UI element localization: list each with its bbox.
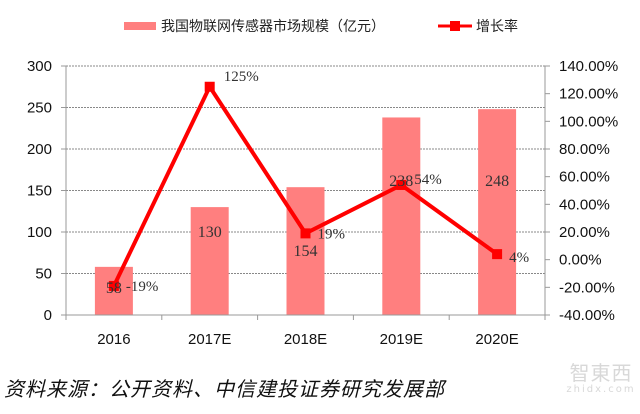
- legend-line-label: 增长率: [476, 18, 518, 35]
- x-axis-tick-label: 2019E: [380, 331, 423, 348]
- x-axis-tick-label: 2018E: [284, 331, 327, 348]
- right-axis-tick-label: 100.00%: [559, 113, 618, 130]
- bar-series: [94, 109, 517, 316]
- x-axis-tick-label: 2020E: [475, 331, 518, 348]
- growth-rate-label: 125%: [224, 69, 259, 85]
- watermark-en: zhidx.com: [566, 384, 636, 395]
- right-axis-tick-label: -40.00%: [559, 307, 615, 324]
- x-axis-tick-label: 2017E: [188, 331, 231, 348]
- growth-rate-marker: [396, 179, 407, 190]
- axes: 0 50 100 150 200 250 300 -40.00% -20.00% 0.00% 20.…: [27, 58, 618, 348]
- right-axis-tick-label: 0.00%: [559, 252, 602, 269]
- bar-value-label: 154: [294, 243, 318, 260]
- legend-line-marker-icon: [450, 21, 460, 31]
- growth-rate-marker: [300, 228, 311, 239]
- growth-rate-label: 19%: [318, 226, 346, 242]
- bar-value-label: 248: [485, 173, 509, 190]
- growth-rate-marker: [204, 81, 215, 92]
- data-labels: 58 130 154 238 248 -19% 125% 19% 54% 4%: [106, 69, 529, 297]
- right-axis-tick-label: 60.00%: [559, 169, 610, 186]
- bar: [478, 109, 517, 315]
- legend-bar-label: 我国物联网传感器市场规模（亿元）: [161, 18, 385, 35]
- bar-value-label: 58: [106, 280, 122, 297]
- bar-value-label: 238: [389, 173, 413, 190]
- right-axis-tick-label: 140.00%: [559, 58, 618, 75]
- growth-rate-label: 4%: [509, 250, 529, 266]
- growth-rate-label: -19%: [126, 279, 158, 295]
- left-axis-tick-label: 50: [35, 266, 52, 283]
- growth-rate-label: 54%: [414, 172, 442, 188]
- left-axis-tick-label: 100: [27, 224, 52, 241]
- source-note: 资料来源：公开资料、中信建投证券研究发展部: [4, 377, 445, 401]
- left-axis-tick-label: 300: [27, 58, 52, 75]
- legend-bar-swatch: [124, 22, 156, 30]
- watermark-logo: 智東西 zhidx.com: [562, 362, 640, 395]
- right-axis-tick-label: 20.00%: [559, 224, 610, 241]
- x-axis-tick-label: 2016: [97, 331, 130, 348]
- growth-rate-marker: [108, 280, 119, 291]
- left-axis-tick-label: 150: [27, 183, 52, 200]
- right-axis-tick-label: 40.00%: [559, 196, 610, 213]
- growth-rate-series: [108, 81, 503, 291]
- left-axis-tick-label: 250: [27, 100, 52, 117]
- left-axis-tick-label: 0: [44, 307, 52, 324]
- watermark-cn: 智東西: [569, 361, 633, 385]
- left-axis-tick-label: 200: [27, 141, 52, 158]
- bar: [382, 117, 421, 316]
- bar: [190, 207, 229, 315]
- bar-value-label: 130: [198, 224, 222, 241]
- right-axis-tick-label: -20.00%: [559, 279, 615, 296]
- legend: 我国物联网传感器市场规模（亿元） 增长率: [124, 18, 518, 35]
- right-axis-tick-label: 80.00%: [559, 141, 610, 158]
- growth-rate-marker: [492, 249, 503, 260]
- right-axis-tick-label: 120.00%: [559, 86, 618, 103]
- bar: [286, 187, 325, 315]
